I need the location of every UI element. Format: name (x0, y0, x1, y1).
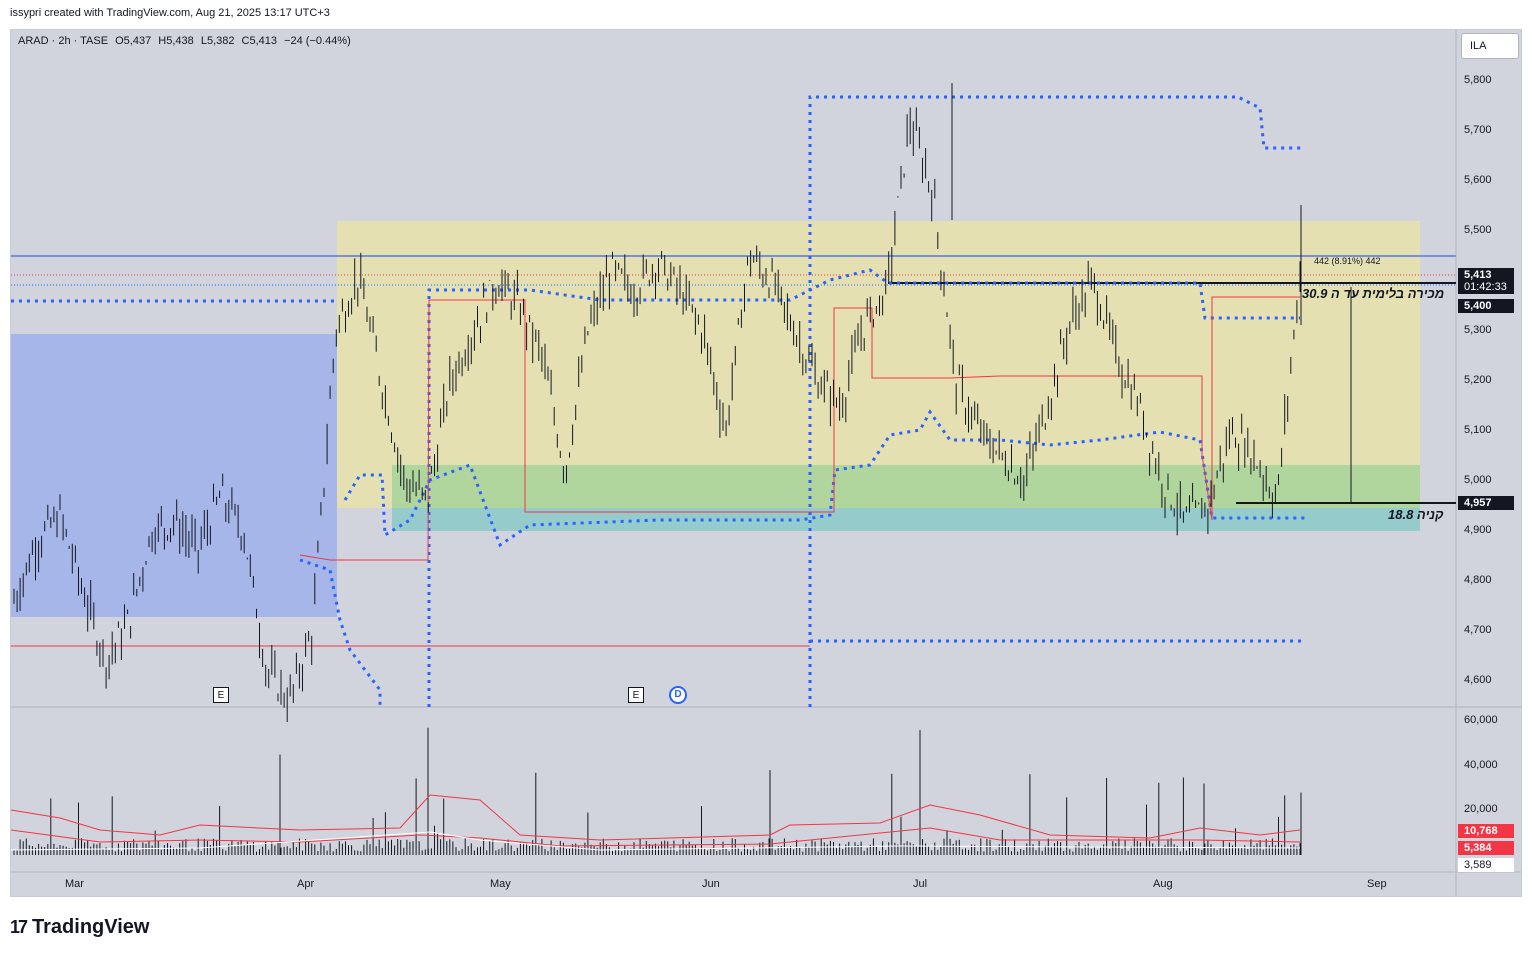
yellow-range-box (337, 221, 1420, 508)
time-axis-label: Aug (1153, 878, 1173, 890)
stop-line-left (299, 558, 382, 707)
trailing-upper (427, 268, 1300, 707)
legend-high: H5,438 (158, 35, 194, 47)
volume-axis-label: 60,000 (1464, 714, 1498, 726)
currency-button[interactable]: ILA (1461, 33, 1519, 59)
time-axis-label: Jun (702, 878, 720, 890)
legend-open: O5,437 (115, 35, 152, 47)
volume-ma-white (10, 831, 1301, 851)
price-axis-label: 4,800 (1464, 574, 1492, 586)
price-axis-label: 5,600 (1464, 174, 1492, 186)
time-axis-label: Jul (913, 878, 928, 890)
price-axis-label: 5,100 (1464, 424, 1492, 436)
created-caption: issypri created with TradingView.com, Au… (10, 7, 330, 19)
price-axis-label: 4,700 (1464, 624, 1492, 636)
tradingview-logo[interactable]: 17 TradingView (10, 916, 149, 939)
legend-change: −24 (−0.44%) (284, 35, 351, 47)
time-axis-label: Sep (1367, 878, 1387, 890)
legend-low: L5,382 (200, 35, 235, 47)
time-axis-label: May (490, 878, 511, 890)
sell-price-tag: 5,400 (1458, 299, 1514, 313)
sell-note[interactable]: מכירה בלימית עד ה 30.9 (1302, 286, 1445, 301)
channel-upper (808, 95, 1305, 707)
price-axis-label: 5,800 (1464, 74, 1492, 86)
legend-close: C5,413 (241, 35, 278, 47)
red-trailing-line (299, 299, 1213, 561)
last-price-value: 5,413 (1464, 269, 1492, 281)
price-axis-label: 5,500 (1464, 224, 1492, 236)
bar-countdown: 01:42:33 (1464, 281, 1507, 293)
buy-price-tag: 4,957 (1458, 496, 1514, 510)
last-price-tag: 5,413 01:42:33 (1458, 268, 1514, 294)
teal-zone (392, 508, 1420, 531)
buy-note[interactable]: קניה 18.8 (1388, 507, 1444, 522)
time-axis-label: Apr (297, 878, 315, 890)
measure-label: 442 (8.91%) 442 (1314, 256, 1381, 266)
volume-axis-label: 40,000 (1464, 758, 1498, 771)
price-axis-label: 5,200 (1464, 374, 1492, 386)
red-trailing-tail (1211, 296, 1300, 520)
price-axis-label: 4,600 (1464, 674, 1492, 686)
volume-tag-1: 10,768 (1458, 824, 1514, 838)
tradingview-logo-icon: 17 (10, 917, 28, 937)
price-axis-label: 5,000 (1464, 474, 1492, 486)
price-axis-label: 5,700 (1464, 124, 1492, 136)
trailing-lower (343, 409, 1305, 548)
symbol-legend: ARAD · 2h · TASE O5,437 H5,438 L5,382 C5… (18, 35, 355, 47)
volume-ma-short (10, 827, 1301, 847)
dividend-badge[interactable]: D (669, 686, 687, 704)
blue-range-box (11, 334, 337, 617)
volume-tag-3: 3,589 (1458, 858, 1514, 872)
volume-axis-label: 20,000 (1464, 803, 1498, 816)
earnings-badge-1[interactable]: E (213, 687, 229, 703)
time-axis-label: Mar (65, 878, 84, 890)
price-axis-label: 4,900 (1464, 524, 1492, 536)
volume-ma-long (10, 794, 1301, 841)
brand-name: TradingView (32, 916, 150, 938)
earnings-badge-2[interactable]: E (628, 687, 644, 703)
legend-symbol[interactable]: ARAD · 2h · TASE (18, 35, 109, 47)
volume-tag-2: 5,384 (1458, 841, 1514, 855)
price-axis-label: 5,300 (1464, 324, 1492, 336)
